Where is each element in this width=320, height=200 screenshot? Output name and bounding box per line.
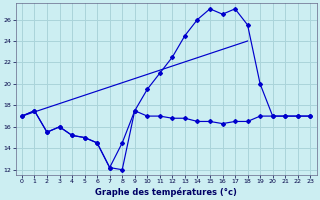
X-axis label: Graphe des températures (°c): Graphe des températures (°c) [95,187,237,197]
